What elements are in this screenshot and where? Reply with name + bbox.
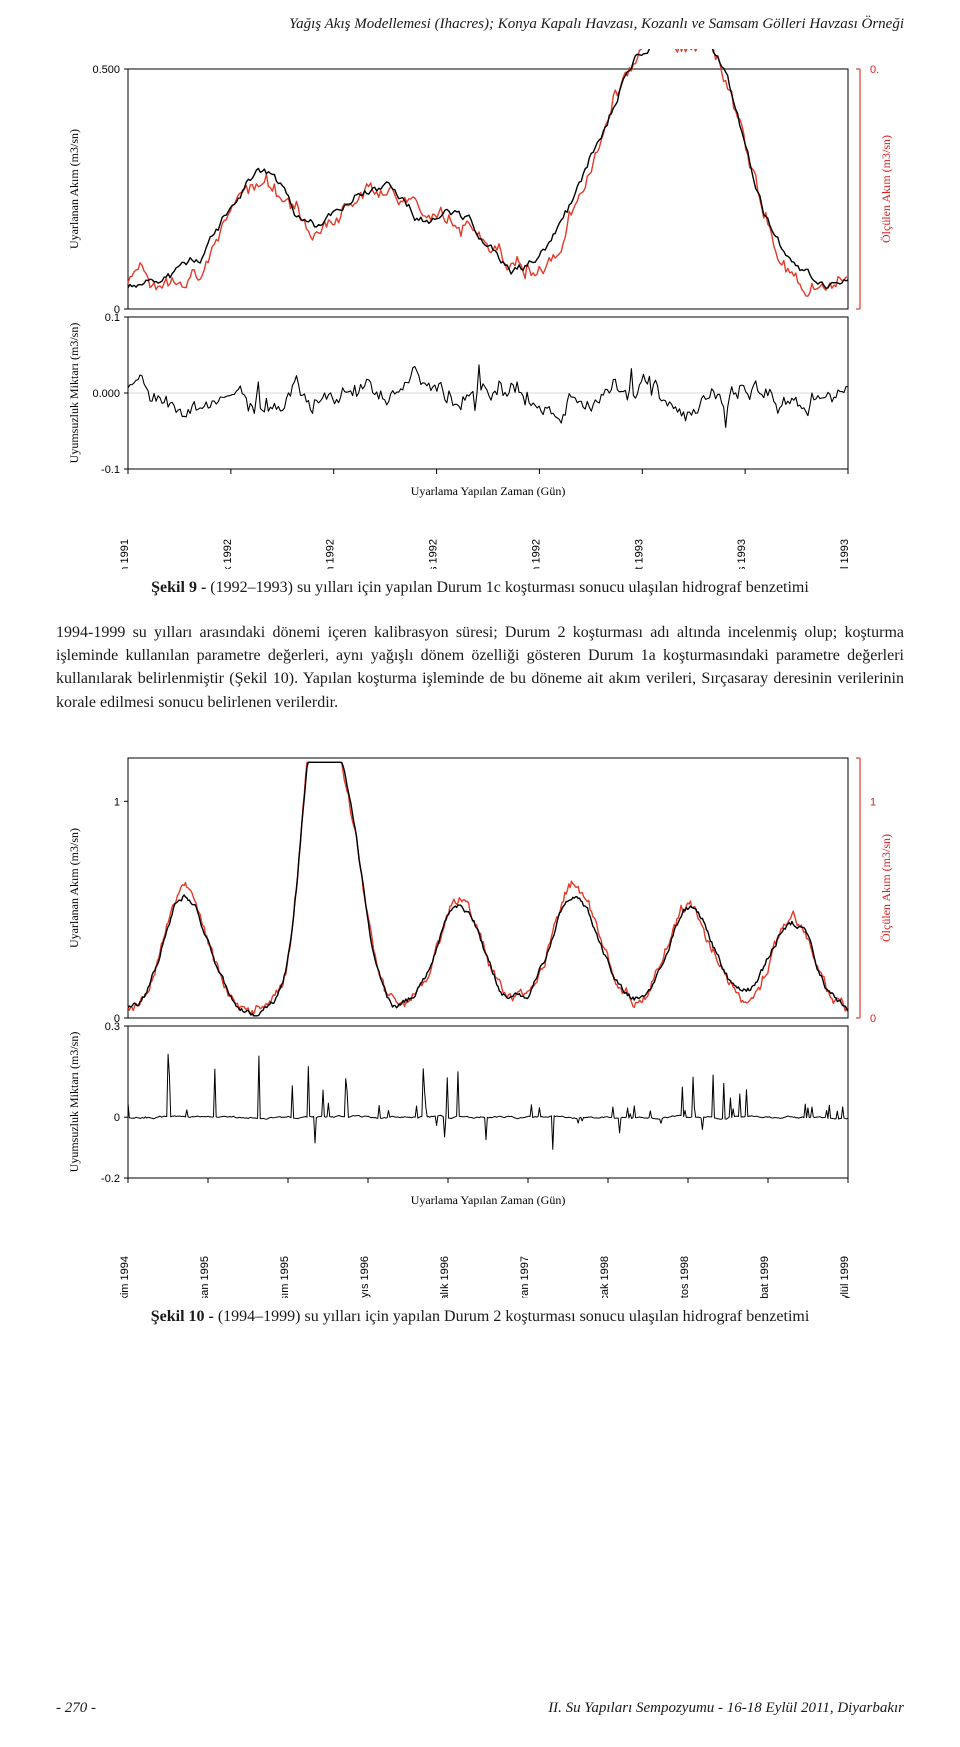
svg-text:23 Mayıs 1996: 23 Mayıs 1996: [359, 1256, 371, 1298]
svg-text:14 Ocak 1992: 14 Ocak 1992: [222, 539, 234, 569]
svg-text:1 Ekim 1994: 1 Ekim 1994: [119, 1256, 131, 1298]
page-number: - 270 -: [56, 1700, 96, 1717]
body-paragraph: 1994-1999 su yılları arasındaki dönemi i…: [56, 621, 904, 714]
svg-text:23 Nisan 1992: 23 Nisan 1992: [325, 539, 337, 569]
svg-text:17 Şubat 1999: 17 Şubat 1999: [759, 1256, 771, 1298]
svg-text:1: 1: [114, 796, 120, 808]
svg-text:0.3: 0.3: [105, 1021, 120, 1033]
svg-text:0: 0: [870, 1013, 876, 1025]
svg-text:-0.2: -0.2: [101, 1173, 120, 1185]
svg-text:5 Eylül 1993: 5 Eylül 1993: [839, 539, 851, 569]
svg-text:28 Mayıs 1993: 28 Mayıs 1993: [736, 539, 748, 569]
svg-text:17 Şubat 1993: 17 Şubat 1993: [633, 539, 645, 569]
svg-text:Uyarlanan Akım (m3/sn): Uyarlanan Akım (m3/sn): [67, 828, 81, 948]
svg-text:-0.1: -0.1: [101, 464, 120, 476]
figure-9-caption-text: (1992–1993) su yılları için yapılan Duru…: [210, 579, 809, 596]
figure-10-caption: Şekil 10 - (1994–1999) su yılları için y…: [56, 1308, 904, 1326]
svg-text:Uyumsuzluk Miktarı (m3/sn): Uyumsuzluk Miktarı (m3/sn): [67, 323, 81, 464]
svg-text:Uyumsuzluk Miktarı (m3/sn): Uyumsuzluk Miktarı (m3/sn): [67, 1031, 81, 1172]
figure-10: 0101-0.200.3Uyarlanan Akım (m3/sn)Uyumsu…: [56, 738, 904, 1326]
figure-10-caption-label: Şekil 10 -: [151, 1308, 218, 1325]
svg-text:19 Nisan 1995: 19 Nisan 1995: [199, 1256, 211, 1298]
page-footer: - 270 - II. Su Yapıları Sempozyumu - 16-…: [56, 1700, 904, 1717]
svg-text:1Ağustos 1992: 1Ağustos 1992: [428, 539, 440, 569]
svg-text:0: 0: [114, 1112, 120, 1124]
svg-text:6 ekim 1991: 6 ekim 1991: [119, 539, 131, 569]
figure-9-caption-label: Şekil 9 -: [151, 579, 210, 596]
figure-10-svg: 0101-0.200.3Uyarlanan Akım (m3/sn)Uyumsu…: [56, 738, 904, 1298]
svg-text:27 Haziran 1997: 27 Haziran 1997: [519, 1256, 531, 1298]
svg-text:Ölçülen Akım (m3/sn): Ölçülen Akım (m3/sn): [879, 135, 893, 243]
svg-text:Uyarlama Yapılan Zaman (Gün): Uyarlama Yapılan Zaman (Gün): [411, 484, 566, 498]
running-header: Yağış Akış Modellemesi (Ihacres); Konya …: [56, 0, 904, 41]
svg-text:0.500: 0.500: [92, 64, 120, 76]
figure-9: 0.50000.-0.10.0000.1Uyarlanan Akım (m3/s…: [56, 49, 904, 597]
svg-text:5 Eylül 1999: 5 Eylül 1999: [839, 1256, 851, 1298]
svg-text:Uyarlanan Akım (m3/sn): Uyarlanan Akım (m3/sn): [67, 129, 81, 249]
svg-text:Ölçülen Akım (m3/sn): Ölçülen Akım (m3/sn): [879, 834, 893, 942]
svg-text:1: 1: [870, 796, 876, 808]
svg-text:5 Kasım 1995: 5 Kasım 1995: [279, 1256, 291, 1298]
svg-text:0.000: 0.000: [92, 388, 120, 400]
svg-text:0.: 0.: [870, 64, 879, 76]
svg-text:9 Aralık 1996: 9 Aralık 1996: [439, 1256, 451, 1298]
svg-text:13 Ocak 1998: 13 Ocak 1998: [599, 1256, 611, 1298]
conference-info: II. Su Yapıları Sempozyumu - 16-18 Eylül…: [548, 1700, 904, 1717]
svg-text:0.1: 0.1: [105, 312, 120, 324]
figure-9-svg: 0.50000.-0.10.0000.1Uyarlanan Akım (m3/s…: [56, 49, 904, 569]
svg-text:1 Ağustos 1998: 1 Ağustos 1998: [679, 1256, 691, 1298]
svg-text:9 Kasım 1992: 9 Kasım 1992: [530, 539, 542, 569]
figure-10-caption-text: (1994–1999) su yılları için yapılan Duru…: [218, 1308, 809, 1325]
figure-9-caption: Şekil 9 - (1992–1993) su yılları için ya…: [56, 579, 904, 597]
svg-text:Uyarlama Yapılan Zaman (Gün): Uyarlama Yapılan Zaman (Gün): [411, 1193, 566, 1207]
